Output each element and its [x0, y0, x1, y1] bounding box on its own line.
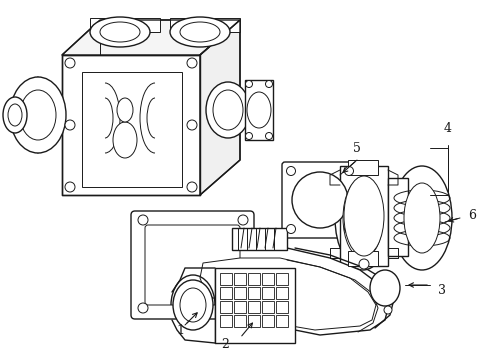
Bar: [275, 273, 287, 285]
Ellipse shape: [334, 166, 390, 270]
Ellipse shape: [186, 120, 197, 130]
Ellipse shape: [213, 90, 243, 130]
Bar: [347, 251, 377, 266]
Bar: [275, 301, 287, 313]
Bar: [339, 166, 387, 266]
Ellipse shape: [238, 215, 247, 225]
Polygon shape: [200, 20, 240, 195]
Ellipse shape: [403, 183, 439, 253]
Ellipse shape: [245, 81, 252, 87]
Ellipse shape: [138, 303, 148, 313]
Ellipse shape: [8, 104, 22, 126]
Ellipse shape: [291, 172, 347, 228]
Ellipse shape: [391, 166, 451, 270]
Polygon shape: [190, 248, 389, 335]
Ellipse shape: [286, 225, 295, 234]
Bar: [231, 228, 286, 250]
Ellipse shape: [205, 82, 249, 138]
Ellipse shape: [65, 58, 75, 68]
Ellipse shape: [238, 303, 247, 313]
Ellipse shape: [369, 270, 399, 306]
Bar: [220, 287, 231, 299]
Ellipse shape: [65, 182, 75, 192]
Ellipse shape: [343, 176, 383, 256]
Text: 2: 2: [221, 338, 228, 351]
Text: 4: 4: [443, 122, 451, 135]
Bar: [82, 72, 182, 187]
Ellipse shape: [265, 132, 272, 140]
Ellipse shape: [245, 132, 252, 140]
Bar: [244, 80, 272, 140]
Bar: [247, 273, 260, 285]
FancyBboxPatch shape: [282, 162, 357, 238]
Bar: [234, 287, 245, 299]
Ellipse shape: [65, 120, 75, 130]
Ellipse shape: [186, 182, 197, 192]
Text: 1: 1: [176, 324, 183, 337]
Text: 5: 5: [352, 141, 360, 154]
Ellipse shape: [90, 17, 150, 47]
Bar: [220, 315, 231, 327]
Ellipse shape: [246, 92, 270, 128]
Ellipse shape: [180, 288, 205, 322]
Bar: [215, 268, 294, 343]
Text: 3: 3: [437, 284, 445, 297]
Ellipse shape: [100, 22, 140, 42]
Ellipse shape: [286, 166, 295, 176]
Ellipse shape: [344, 166, 353, 176]
Bar: [220, 301, 231, 313]
Bar: [275, 287, 287, 299]
Ellipse shape: [138, 215, 148, 225]
Polygon shape: [62, 55, 200, 195]
Bar: [170, 18, 240, 32]
Ellipse shape: [186, 58, 197, 68]
Ellipse shape: [113, 122, 137, 158]
Bar: [347, 160, 377, 175]
Bar: [247, 315, 260, 327]
Ellipse shape: [342, 178, 382, 258]
Bar: [262, 301, 273, 313]
Ellipse shape: [170, 17, 229, 47]
Bar: [387, 178, 407, 256]
Bar: [247, 287, 260, 299]
Ellipse shape: [344, 225, 353, 234]
Ellipse shape: [265, 81, 272, 87]
Ellipse shape: [173, 280, 213, 330]
Ellipse shape: [180, 22, 220, 42]
Ellipse shape: [358, 259, 368, 269]
Text: 6: 6: [467, 208, 475, 221]
Bar: [275, 315, 287, 327]
Bar: [90, 18, 160, 32]
FancyBboxPatch shape: [145, 225, 240, 305]
Ellipse shape: [20, 90, 56, 140]
Bar: [234, 273, 245, 285]
Polygon shape: [200, 258, 375, 330]
Polygon shape: [62, 20, 240, 55]
Bar: [234, 301, 245, 313]
Bar: [262, 315, 273, 327]
Bar: [262, 287, 273, 299]
Ellipse shape: [3, 97, 27, 133]
Bar: [220, 273, 231, 285]
FancyBboxPatch shape: [131, 211, 253, 319]
Bar: [247, 301, 260, 313]
Ellipse shape: [10, 77, 66, 153]
Ellipse shape: [117, 98, 133, 122]
Ellipse shape: [383, 306, 391, 314]
Bar: [234, 315, 245, 327]
Bar: [262, 273, 273, 285]
